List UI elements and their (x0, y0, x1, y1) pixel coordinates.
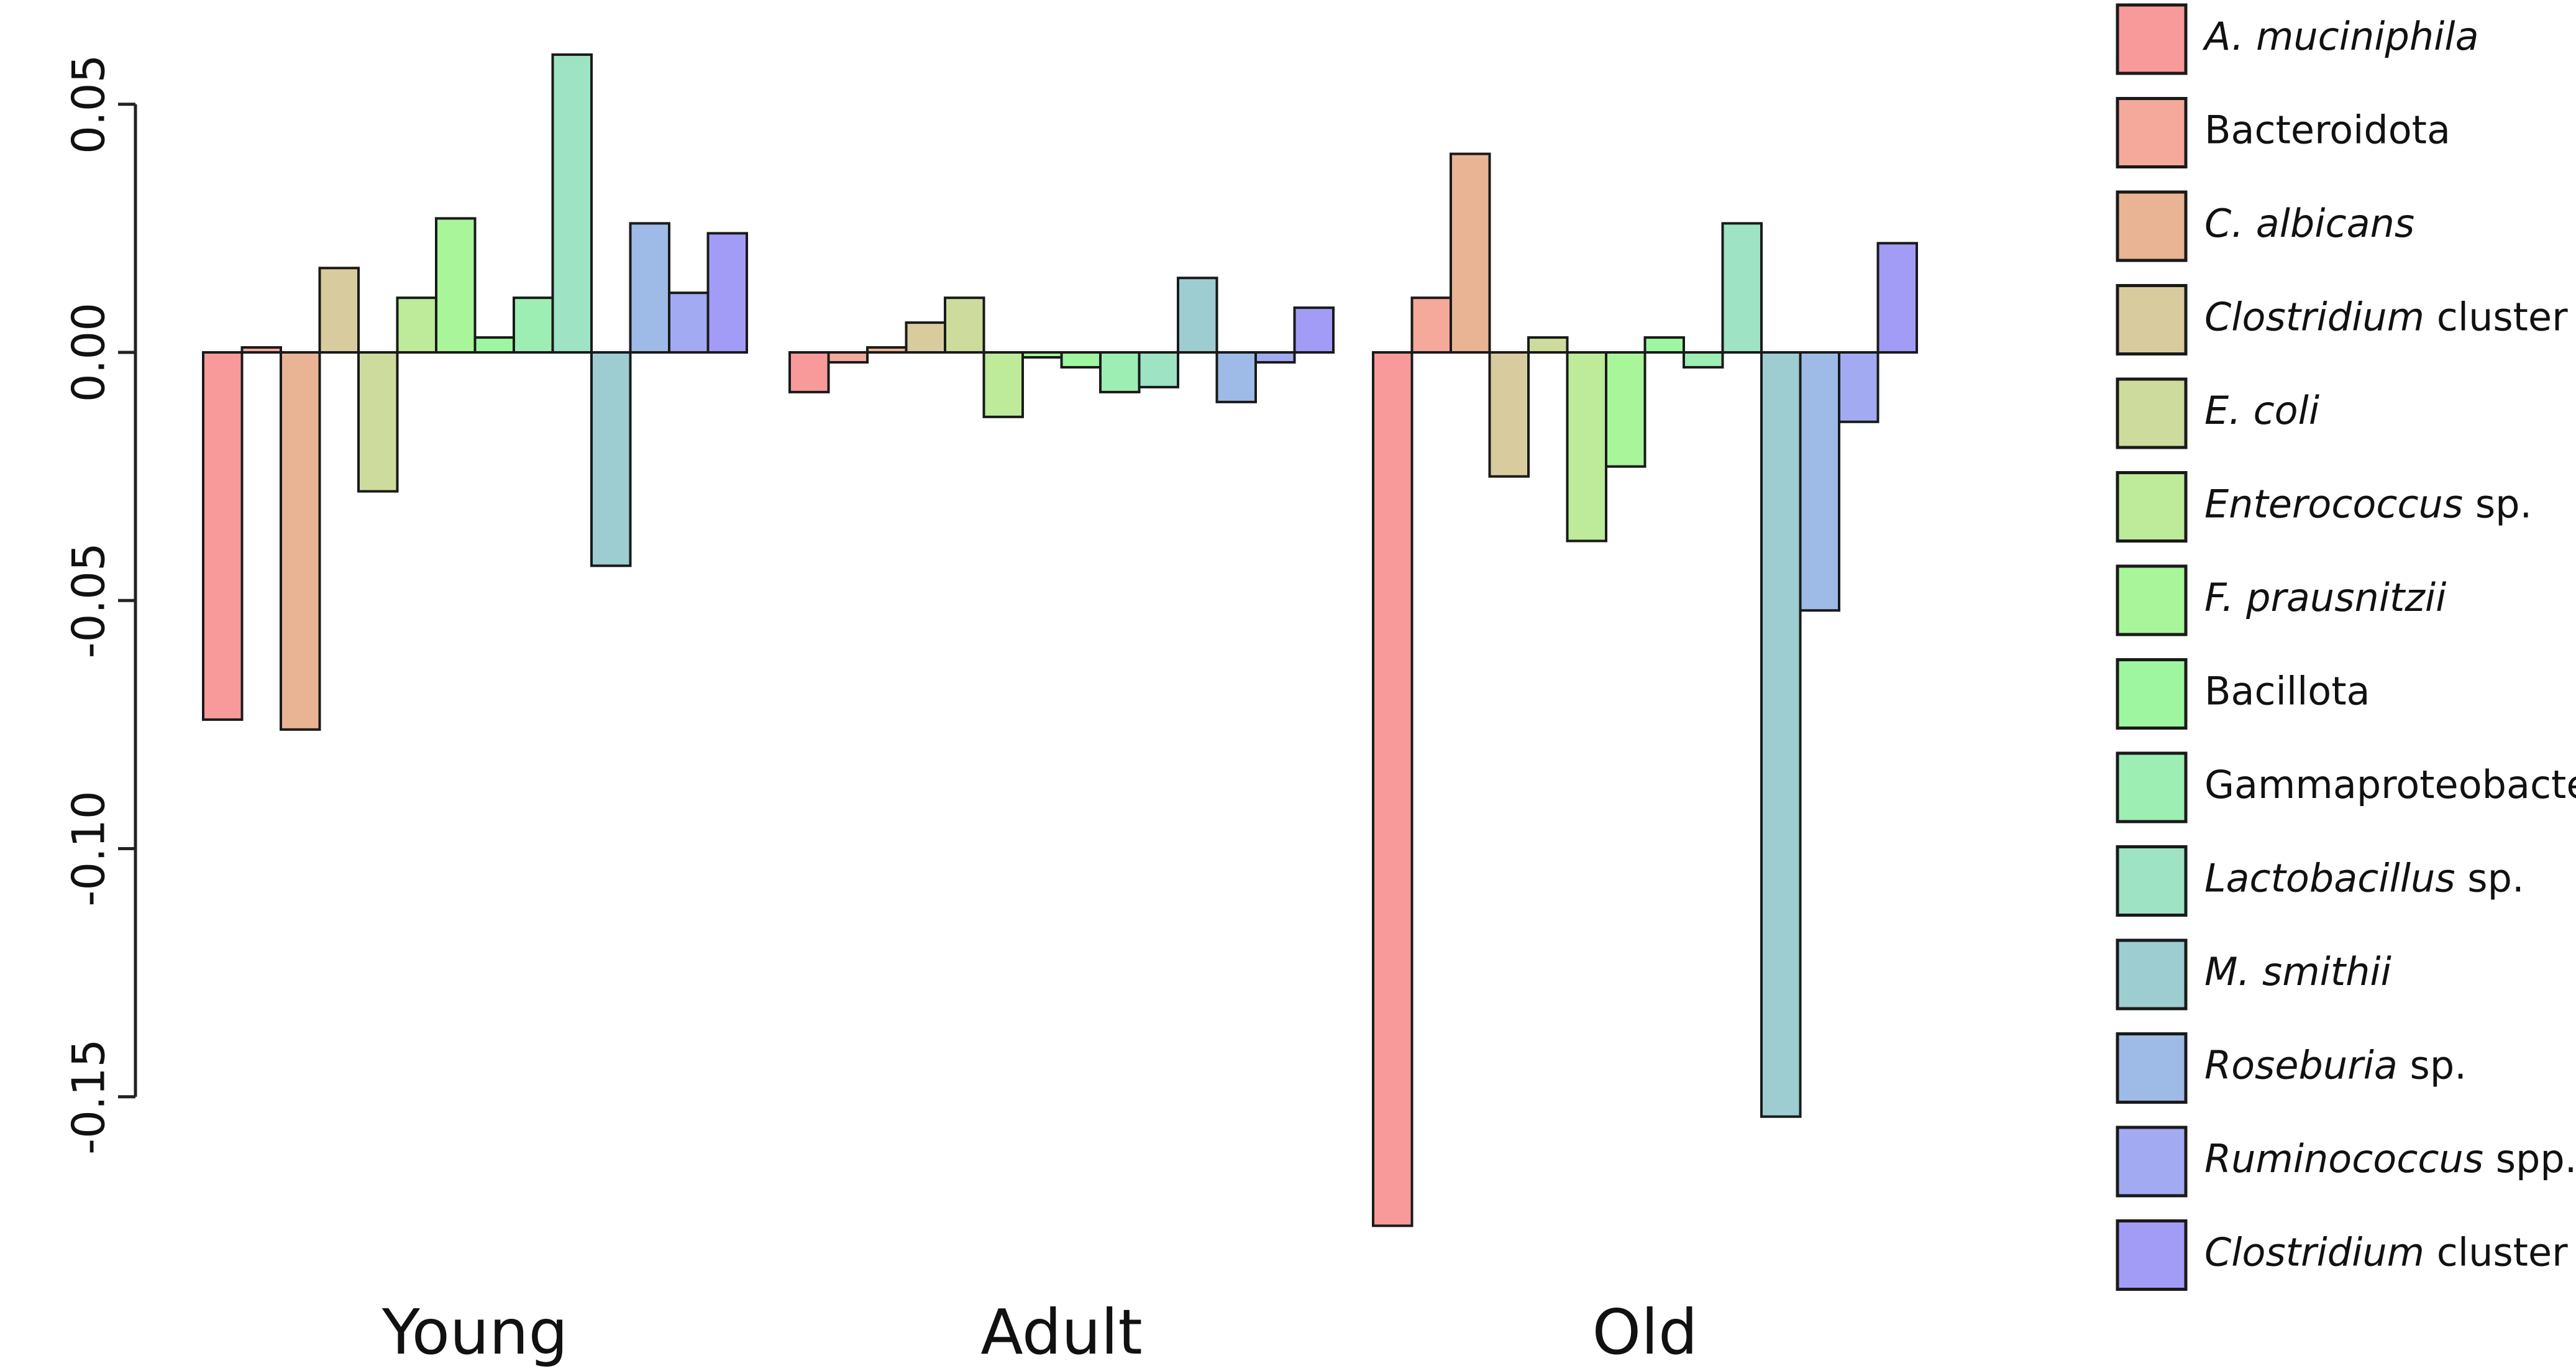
bar-adult-10 (1177, 277, 1218, 354)
y-axis: 0.05 0.00 -0.05 -0.10 -0.15 (63, 55, 137, 1155)
legend-swatch-9 (2116, 845, 2188, 917)
bar-young-2 (280, 351, 321, 731)
legend-label-8: Gammaproteobacteria (2204, 762, 2576, 807)
bar-young-7 (473, 336, 515, 354)
bar-old-1 (1410, 296, 1452, 354)
legend-label-3: Clostridium cluster I (2204, 295, 2576, 340)
bar-old-5 (1566, 351, 1607, 543)
category-label-adult: Adult (980, 1296, 1143, 1369)
bar-old-9 (1721, 222, 1763, 354)
bar-young-3 (318, 267, 360, 354)
legend-swatch-6 (2116, 564, 2188, 636)
bar-adult-4 (944, 296, 985, 354)
legend-label-9: Lactobacillus sp. (2204, 856, 2524, 901)
bar-old-13 (1876, 242, 1918, 354)
bar-adult-8 (1099, 351, 1141, 393)
legend-swatch-7 (2116, 658, 2188, 730)
y-tick-label: -0.05 (63, 543, 115, 658)
bar-old-12 (1838, 351, 1879, 423)
bar-young-9 (551, 53, 593, 354)
bar-adult-12 (1254, 351, 1296, 364)
legend-label-12: Ruminococcus spp. (2204, 1136, 2576, 1181)
legend-label-11: Roseburia sp. (2204, 1043, 2467, 1088)
bar-adult-5 (982, 351, 1024, 418)
bar-old-0 (1372, 351, 1414, 1227)
category-labels: Young Adult Old (381, 1296, 1698, 1369)
bar-adult-1 (827, 351, 869, 364)
y-tick-label: 0.05 (63, 55, 115, 154)
bar-adult-7 (1060, 351, 1102, 369)
legend-label-2: C. albicans (2204, 201, 2414, 246)
category-label-young: Young (381, 1296, 568, 1369)
legend-swatch-4 (2116, 377, 2188, 449)
category-label-old: Old (1592, 1296, 1698, 1369)
legend-label-7: Bacillota (2204, 669, 2370, 714)
bar-young-10 (590, 351, 632, 567)
bar-adult-11 (1215, 351, 1257, 403)
legend-label-10: M. smithii (2204, 949, 2391, 994)
legend-label-0: A. muciniphila (2202, 14, 2479, 59)
bar-old-8 (1683, 351, 1724, 369)
bar-adult-3 (905, 321, 946, 354)
legend-swatch-8 (2116, 751, 2188, 823)
legend-swatch-0 (2116, 3, 2188, 75)
bar-adult-13 (1293, 306, 1335, 354)
legend-swatch-1 (2116, 97, 2188, 168)
legend-swatch-5 (2116, 471, 2188, 543)
bar-young-6 (435, 217, 477, 354)
bar-old-4 (1527, 336, 1569, 354)
bar-young-0 (202, 351, 244, 721)
y-tick-label: -0.15 (63, 1039, 115, 1155)
legend-swatch-3 (2116, 284, 2188, 355)
legend-swatch-13 (2116, 1219, 2188, 1291)
legend-label-6: F. prausnitzii (2204, 575, 2446, 620)
bar-young-8 (513, 296, 554, 354)
legend-swatch-12 (2116, 1126, 2188, 1198)
legend-label-5: Enterococcus sp. (2204, 482, 2532, 527)
bar-old-10 (1760, 351, 1802, 1118)
legend-label-13: Clostridium cluster XIV (2204, 1230, 2576, 1275)
legend-label-4: E. coli (2204, 388, 2319, 433)
bar-old-11 (1799, 351, 1840, 612)
bar-adult-0 (788, 351, 830, 393)
bar-adult-9 (1138, 351, 1179, 388)
bar-old-7 (1643, 336, 1685, 354)
bar-old-2 (1450, 152, 1491, 354)
bar-young-12 (668, 291, 710, 354)
legend-swatch-2 (2116, 190, 2188, 262)
bar-old-6 (1605, 351, 1647, 468)
bar-young-4 (357, 351, 399, 493)
bars (202, 53, 1918, 1227)
y-tick-label: -0.10 (63, 791, 115, 906)
legend: A. muciniphila Bacteroidota C. albicans Clo… (2116, 3, 2576, 1291)
bar-old-3 (1488, 351, 1530, 478)
bar-young-5 (396, 296, 437, 354)
bar-young-13 (706, 232, 748, 354)
legend-label-1: Bacteroidota (2204, 108, 2450, 153)
legend-swatch-10 (2116, 938, 2188, 1011)
y-tick-label: 0.00 (63, 303, 115, 402)
bar-young-11 (629, 222, 670, 354)
legend-swatch-11 (2116, 1032, 2188, 1104)
